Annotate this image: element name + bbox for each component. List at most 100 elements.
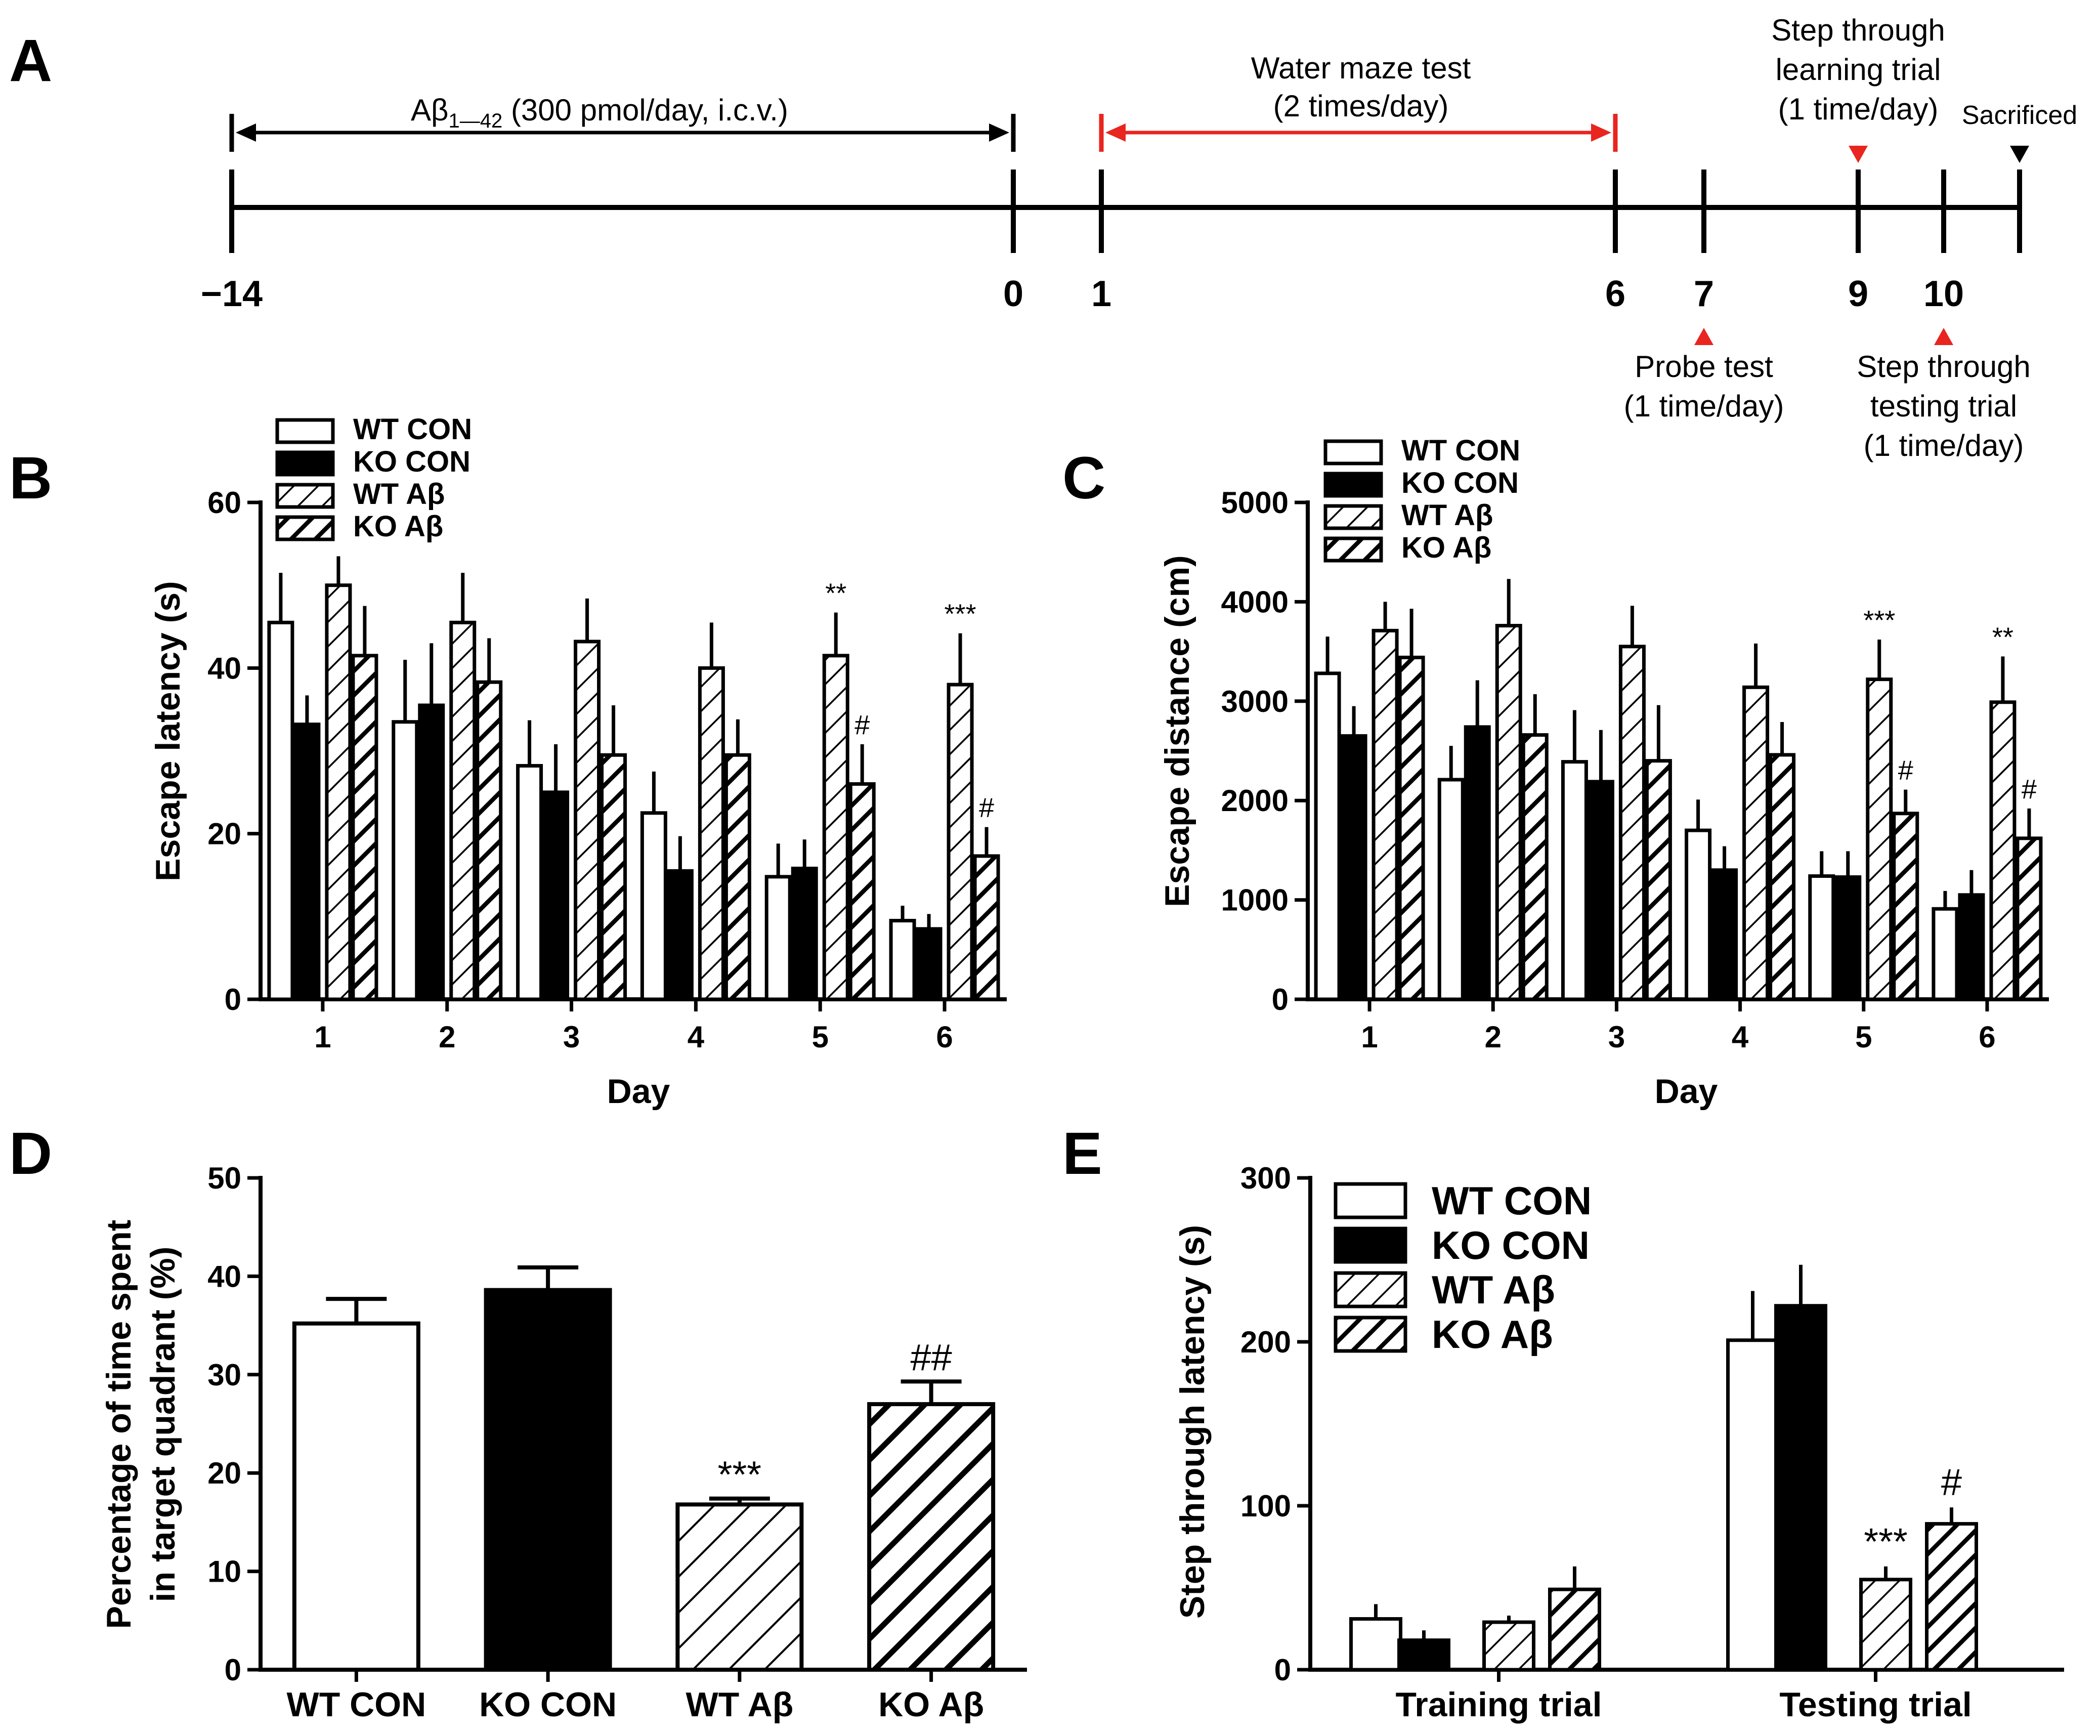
bar-wt-a-5 xyxy=(822,654,849,1001)
x-tick-label: 3 xyxy=(563,1020,580,1054)
learning-trial-label: (1 time/day) xyxy=(1778,92,1939,126)
y-tick-label: 0 xyxy=(225,983,241,1017)
bar-wt-a-5 xyxy=(1866,678,1893,1001)
significance-marker: *** xyxy=(945,599,976,629)
bar-wt-a-1 xyxy=(325,583,352,1001)
legend-swatch-ko-con xyxy=(1323,472,1383,498)
significance-marker: *** xyxy=(1863,605,1895,636)
bar-ko-a-4 xyxy=(724,753,751,1001)
y-tick-label: 60 xyxy=(207,486,241,520)
legend-swatch-ko-a xyxy=(275,515,335,541)
x-tick-label: WT CON xyxy=(287,1685,426,1724)
legend-swatch-wt-con xyxy=(1334,1182,1407,1219)
x-tick-label: 1 xyxy=(1361,1020,1378,1054)
legend-swatch-ko-a xyxy=(1334,1316,1407,1353)
learning-trial-label: learning trial xyxy=(1776,53,1941,87)
bar-ko-con xyxy=(484,1288,612,1672)
bar-ko-con-1 xyxy=(293,723,321,1001)
chart-d-ylabel-line2: in target quadrant (%) xyxy=(144,1247,182,1602)
sacrificed-label: Sacrificed xyxy=(1962,101,2077,130)
x-tick-label: 4 xyxy=(1732,1020,1749,1054)
significance-marker: ** xyxy=(1992,622,2013,652)
chart-b-xlabel: Day xyxy=(607,1072,670,1111)
timeline-label: 1 xyxy=(1091,274,1111,314)
bar-wt-con-6 xyxy=(1932,907,1959,1001)
chart-e-ylabel: Step through latency (s) xyxy=(1173,1225,1212,1619)
timeline-label: 10 xyxy=(1923,274,1964,314)
bar-ko-con-training-trial xyxy=(1397,1638,1450,1672)
x-tick-label: 6 xyxy=(936,1020,953,1054)
bar-ko-con-3 xyxy=(542,790,570,1001)
x-tick-label: 2 xyxy=(439,1020,455,1054)
legend-label-ko-a: KO Aβ xyxy=(1401,531,1491,564)
significance-marker: # xyxy=(1941,1461,1962,1503)
timeline-panel: −14 0 1 6 7 9 10 Aβ1—42 (300 pmol/day, i… xyxy=(201,13,2077,462)
bar-wt-a-4 xyxy=(698,666,725,1001)
significance-marker: *** xyxy=(718,1454,761,1496)
bar-ko-a-testing-trial xyxy=(1925,1522,1978,1672)
bar-wt-a-3 xyxy=(1618,645,1646,1001)
bar-ko-a-2 xyxy=(1521,733,1549,1001)
bar-wt-a-2 xyxy=(1495,624,1522,1001)
chart-c-xlabel: Day xyxy=(1655,1072,1718,1111)
y-tick-label: 0 xyxy=(1272,983,1289,1017)
bar-ko-a-3 xyxy=(600,753,627,1001)
bar-ko-a-2 xyxy=(476,680,503,1001)
learning-trial-label: Step through xyxy=(1771,13,1945,47)
significance-marker: # xyxy=(979,793,994,823)
bar-wt-con-1 xyxy=(267,620,294,1001)
legend-label-ko-a: KO Aβ xyxy=(353,510,443,543)
y-tick-label: 5000 xyxy=(1221,486,1289,520)
testing-trial-label: (1 time/day) xyxy=(1864,429,2024,462)
x-tick-label: 3 xyxy=(1608,1020,1625,1054)
legend-swatch-wt-a xyxy=(1334,1271,1407,1308)
panel-label-d: D xyxy=(9,1120,52,1187)
significance-marker: # xyxy=(1898,755,1913,786)
legend-swatch-wt-a xyxy=(275,483,335,509)
panel-label-a: A xyxy=(9,27,52,94)
legend-swatch-wt-con xyxy=(275,418,335,444)
bar-wt-a-1 xyxy=(1372,628,1399,1001)
y-tick-label: 50 xyxy=(207,1161,241,1195)
y-tick-label: 20 xyxy=(207,817,241,851)
bar-ko-con-2 xyxy=(418,703,445,1001)
bar-wt-a-6 xyxy=(947,683,974,1001)
bar-ko-con-3 xyxy=(1587,780,1614,1001)
bar-wt-con-3 xyxy=(516,764,543,1001)
significance-marker: # xyxy=(2022,774,2037,805)
bar-wt-con-testing-trial xyxy=(1726,1338,1779,1672)
x-tick-label: Training trial xyxy=(1395,1685,1602,1724)
panel-label-b: B xyxy=(9,445,52,512)
y-tick-label: 40 xyxy=(207,651,241,685)
significance-marker: ## xyxy=(910,1336,952,1378)
bar-wt-con-5 xyxy=(764,875,792,1001)
bar-ko-a-5 xyxy=(1892,812,1919,1001)
bar-ko-a-6 xyxy=(973,854,1000,1001)
probe-marker xyxy=(1694,328,1713,345)
legend-label-ko-con: KO CON xyxy=(353,445,470,478)
bar-ko-a xyxy=(867,1402,996,1672)
x-tick-label: 2 xyxy=(1485,1020,1502,1054)
legend-swatch-ko-con xyxy=(275,450,335,477)
bar-wt-con-2 xyxy=(392,720,419,1001)
bar-ko-a-1 xyxy=(1398,655,1425,1001)
timeline-label: 6 xyxy=(1605,274,1625,314)
legend-label-wt-a: WT Aβ xyxy=(1432,1267,1555,1312)
legend-label-wt-a: WT Aβ xyxy=(1401,499,1493,532)
y-tick-label: 100 xyxy=(1240,1489,1291,1523)
bar-ko-a-training-trial xyxy=(1548,1587,1601,1672)
bar-wt-a-6 xyxy=(1989,700,2017,1001)
testing-marker xyxy=(1934,328,1953,345)
bar-wt-a-testing-trial xyxy=(1859,1578,1912,1672)
panel-label-c: C xyxy=(1062,445,1105,512)
y-tick-label: 300 xyxy=(1240,1161,1291,1195)
injection-span xyxy=(229,114,1016,152)
legend-label-ko-con: KO CON xyxy=(1401,467,1519,499)
significance-marker: # xyxy=(854,710,870,740)
testing-trial-label: Step through xyxy=(1857,350,2031,384)
bar-ko-con-6 xyxy=(915,927,942,1001)
bar-wt-con-3 xyxy=(1561,760,1588,1001)
y-tick-label: 0 xyxy=(225,1653,241,1687)
